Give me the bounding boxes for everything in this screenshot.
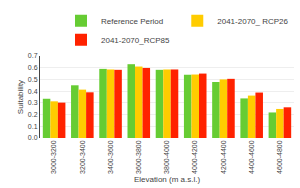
svg-text:0.4: 0.4	[28, 88, 38, 95]
svg-text:4400-4600: 4400-4600	[248, 140, 255, 174]
svg-text:0.2: 0.2	[28, 111, 38, 118]
svg-text:3600-3800: 3600-3800	[135, 140, 142, 174]
svg-text:Suitability: Suitability	[16, 80, 25, 114]
svg-text:4200-4400: 4200-4400	[220, 140, 227, 174]
svg-text:4600-4800: 4600-4800	[276, 140, 283, 174]
svg-text:0.7: 0.7	[28, 52, 38, 59]
svg-text:2041-2070_ RCP26: 2041-2070_ RCP26	[217, 17, 288, 26]
svg-text:0.1: 0.1	[28, 123, 38, 130]
svg-text:0.0: 0.0	[28, 134, 38, 141]
svg-text:3800-4000: 3800-4000	[163, 140, 170, 174]
svg-text:0.3: 0.3	[28, 99, 38, 106]
svg-text:4000-4200: 4000-4200	[191, 140, 198, 174]
svg-text:3400-3600: 3400-3600	[107, 140, 114, 174]
svg-text:3200-3400: 3200-3400	[79, 140, 86, 174]
svg-text:Elevation (m a.s.l.): Elevation (m a.s.l.)	[134, 175, 201, 184]
svg-text:Reference Period: Reference Period	[101, 17, 163, 26]
svg-text:3000-3200: 3000-3200	[50, 140, 57, 174]
svg-text:2041-2070_RCP85: 2041-2070_RCP85	[101, 36, 170, 45]
svg-text:0.5: 0.5	[28, 76, 38, 83]
svg-text:0.6: 0.6	[28, 64, 38, 71]
